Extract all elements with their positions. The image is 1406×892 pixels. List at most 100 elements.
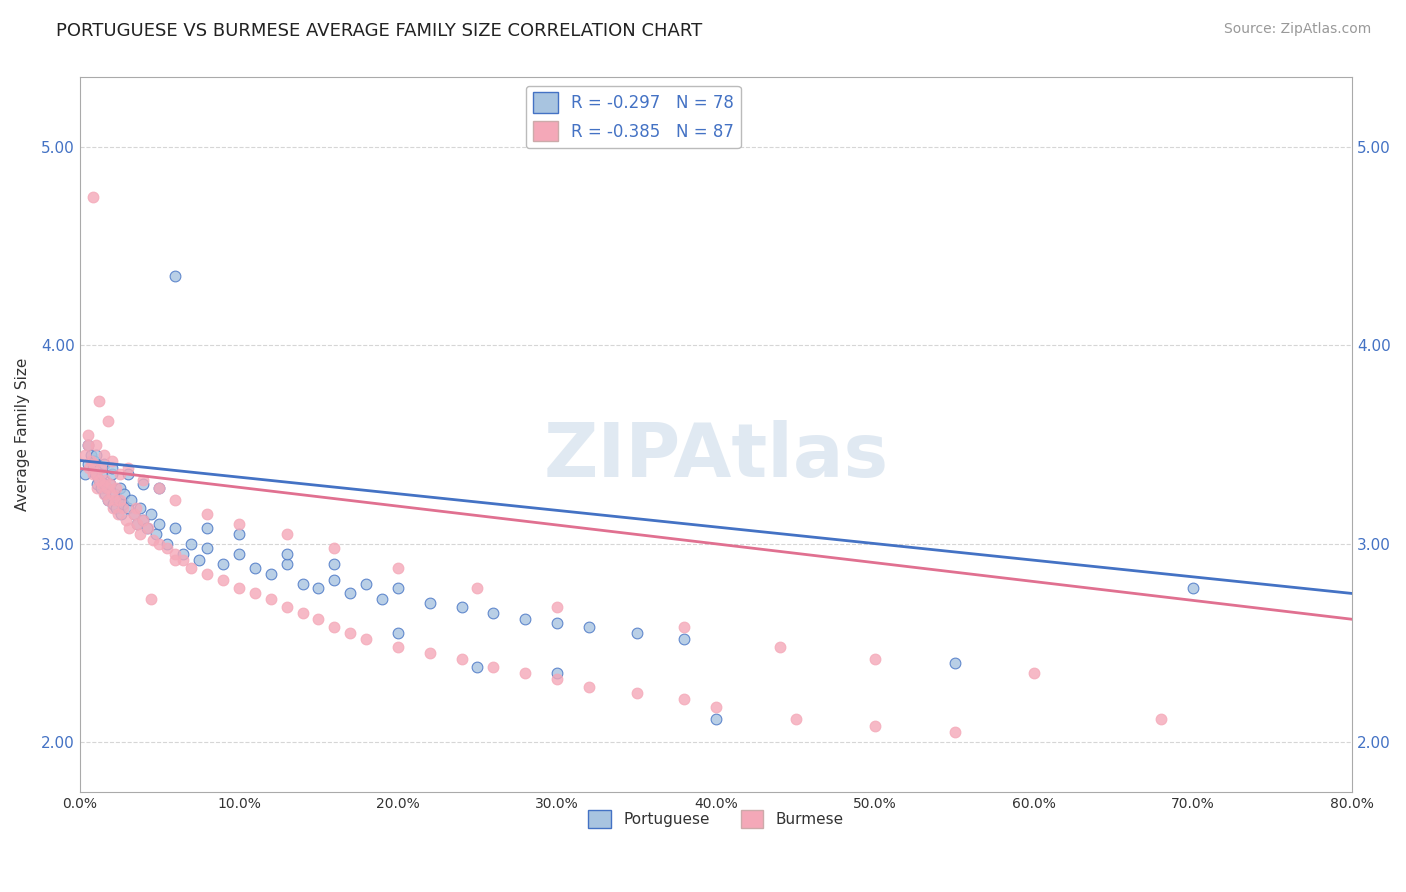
Point [291,607,314,621]
Point [135,521,157,535]
Point [704,712,727,726]
Point [84,437,107,451]
Point [863,652,886,666]
Point [467,660,489,674]
Point [118,521,141,535]
Point [307,581,329,595]
Point [148,481,170,495]
Point [785,712,807,726]
Point [115,513,138,527]
Point [108,493,131,508]
Point [110,507,132,521]
Point [673,691,696,706]
Point [673,620,696,634]
Point [195,521,218,535]
Point [148,516,170,531]
Point [228,527,250,541]
Point [387,581,409,595]
Point [98,477,121,491]
Point [1024,665,1046,680]
Point [117,461,139,475]
Point [148,481,170,495]
Point [100,461,122,475]
Point [127,516,149,531]
Point [80,453,103,467]
Point [276,557,298,571]
Point [260,566,283,581]
Point [212,573,235,587]
Point [84,467,107,482]
Point [107,507,129,521]
Point [93,477,115,491]
Point [156,541,179,555]
Point [87,394,110,409]
Point [626,626,648,640]
Point [467,581,489,595]
Point [943,725,966,739]
Point [323,620,346,634]
Point [111,497,134,511]
Point [769,640,792,654]
Point [515,612,537,626]
Point [104,487,127,501]
Point [228,547,250,561]
Point [371,592,394,607]
Point [117,501,139,516]
Point [260,592,283,607]
Point [84,448,107,462]
Point [76,427,98,442]
Point [546,665,568,680]
Point [136,521,159,535]
Point [96,481,118,495]
Point [80,448,103,462]
Point [195,566,218,581]
Point [180,537,202,551]
Point [243,586,266,600]
Point [704,699,727,714]
Text: PORTUGUESE VS BURMESE AVERAGE FAMILY SIZE CORRELATION CHART: PORTUGUESE VS BURMESE AVERAGE FAMILY SIZ… [56,22,703,40]
Point [943,656,966,670]
Point [79,461,101,475]
Point [354,576,377,591]
Point [165,521,187,535]
Point [165,268,187,283]
Point [100,467,122,482]
Point [863,719,886,733]
Point [103,501,125,516]
Point [76,437,98,451]
Point [122,507,145,521]
Point [129,527,152,541]
Point [243,560,266,574]
Point [127,516,149,531]
Point [108,467,131,482]
Point [228,516,250,531]
Point [91,467,114,482]
Point [84,467,107,482]
Point [117,467,139,482]
Point [120,493,142,508]
Point [107,493,129,508]
Point [195,507,218,521]
Point [132,513,155,527]
Point [339,586,361,600]
Point [93,448,115,462]
Point [76,458,98,472]
Point [323,573,346,587]
Point [291,576,314,591]
Legend: Portuguese, Burmese: Portuguese, Burmese [582,804,849,834]
Point [100,453,122,467]
Point [86,477,108,491]
Point [354,632,377,647]
Point [83,453,105,467]
Text: ZIPAtlas: ZIPAtlas [544,419,889,492]
Point [112,487,135,501]
Point [195,541,218,555]
Point [228,581,250,595]
Point [98,477,121,491]
Point [108,481,131,495]
Point [387,626,409,640]
Point [419,646,441,660]
Point [100,487,122,501]
Point [86,481,108,495]
Point [96,481,118,495]
